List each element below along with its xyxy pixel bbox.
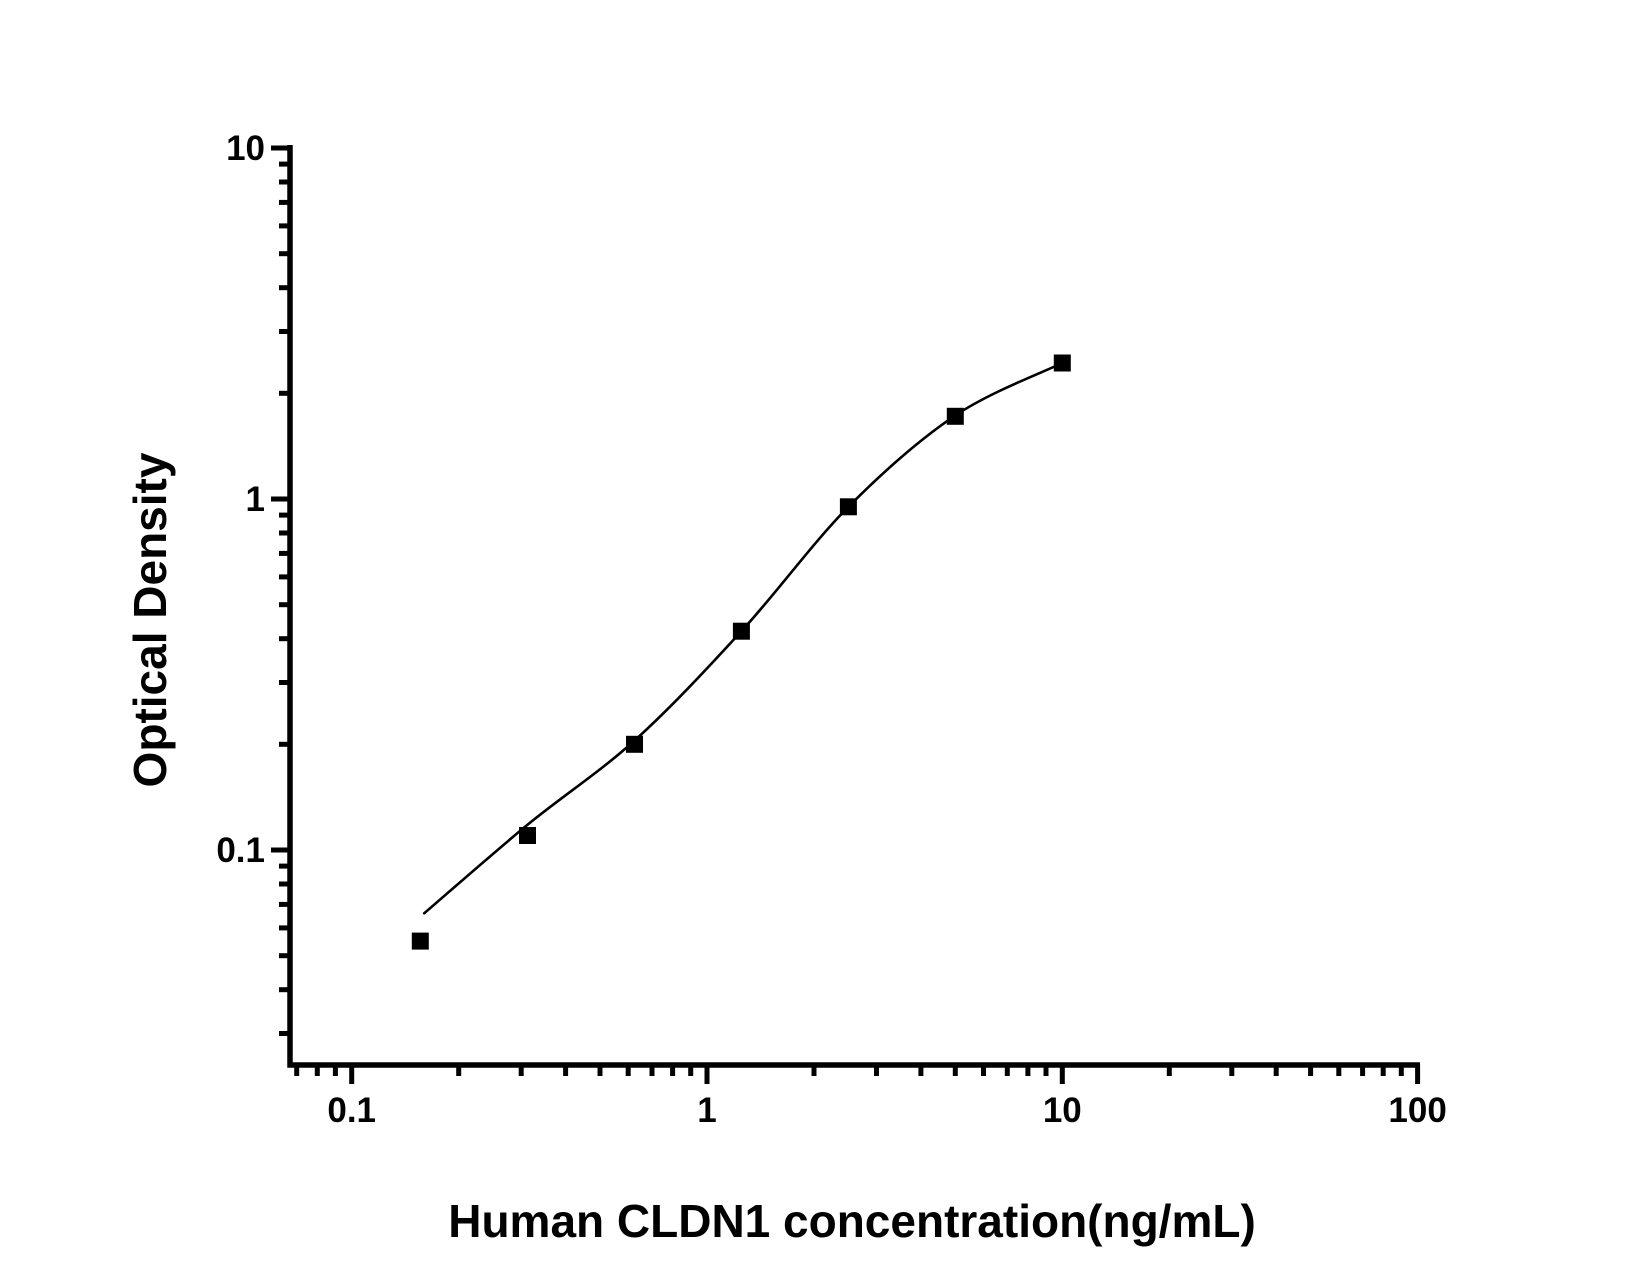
data-point-marker	[1053, 354, 1071, 372]
data-point-marker	[946, 407, 964, 425]
y-tick-label: 0.1	[216, 831, 265, 870]
x-tick-label: 10	[1043, 1091, 1082, 1130]
y-tick-label: 10	[226, 129, 265, 168]
x-tick-label: 1	[697, 1091, 716, 1130]
data-point-markers	[411, 354, 1071, 950]
y-tick-label: 1	[246, 480, 265, 519]
y-axis-title: Optical Density	[124, 452, 176, 788]
x-axis-tick-labels: 0.1 1 10 100	[327, 1091, 1446, 1130]
y-axis-ticks	[271, 145, 290, 1036]
data-point-marker	[839, 498, 857, 516]
data-point-marker	[519, 827, 536, 844]
axis-frame	[287, 145, 1420, 1068]
data-point-marker	[411, 932, 429, 950]
data-point-marker	[626, 735, 643, 753]
x-axis-title: Human CLDN1 concentration(ng/mL)	[448, 1195, 1256, 1247]
y-axis-tick-labels: 0.1 1 10	[216, 129, 265, 870]
x-tick-label: 100	[1388, 1091, 1446, 1130]
data-point-marker	[732, 622, 750, 640]
x-tick-label: 0.1	[327, 1091, 376, 1130]
x-axis-ticks	[294, 1065, 1421, 1084]
